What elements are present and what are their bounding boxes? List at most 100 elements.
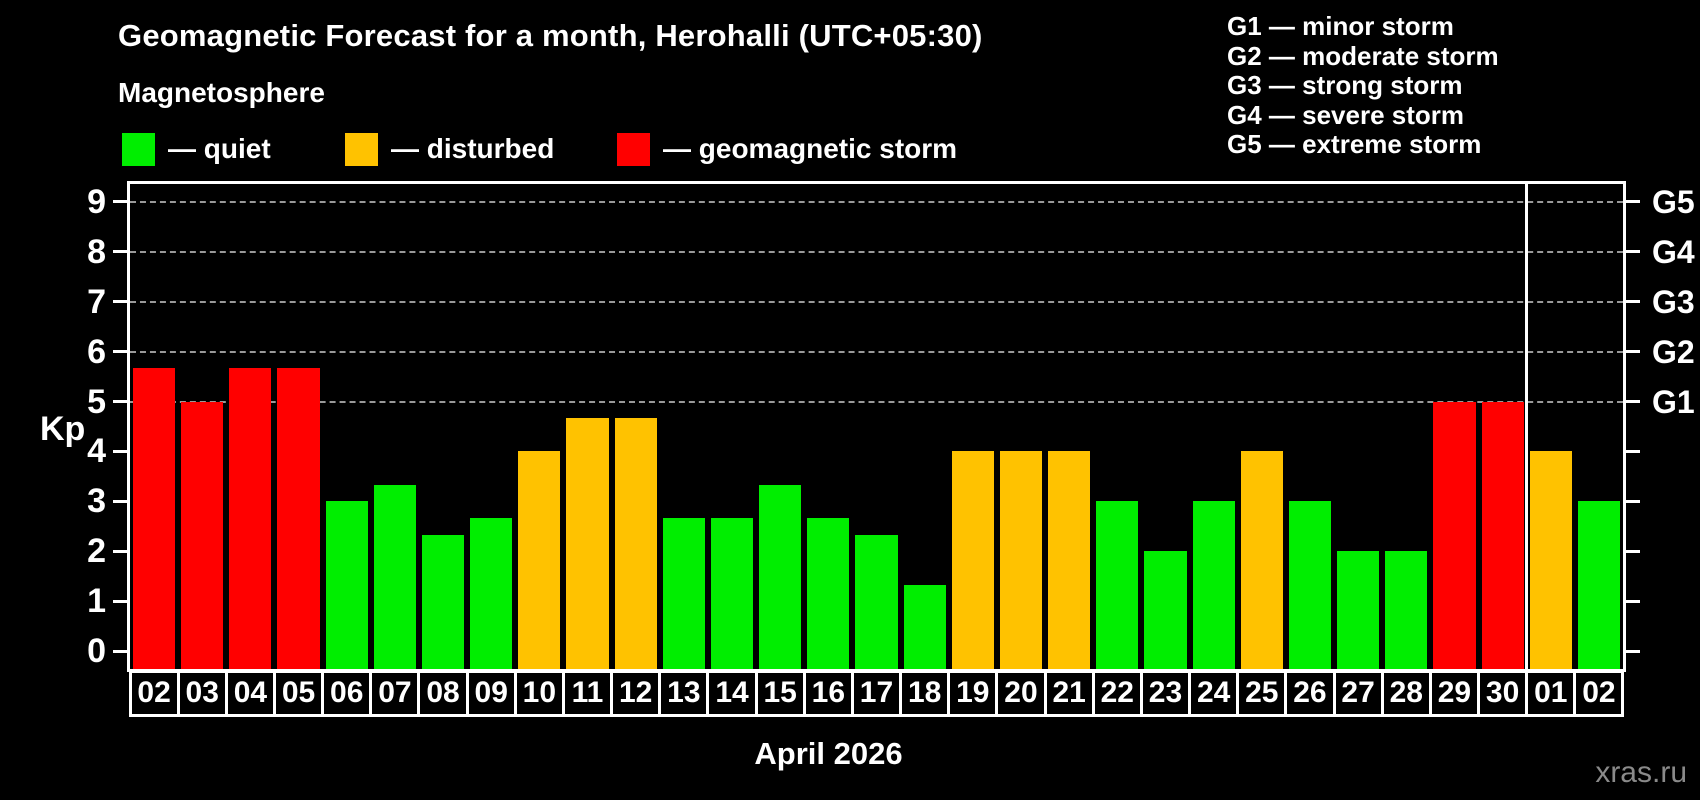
- storm-scale-g3: G3 — strong storm: [1227, 70, 1463, 100]
- storm-scale-g1: G1 — minor storm: [1227, 11, 1454, 41]
- date-cell-02: 02: [1573, 670, 1625, 717]
- kp-bar-03: [181, 401, 224, 669]
- date-cell-08: 08: [417, 670, 469, 717]
- date-cell-26: 26: [1284, 670, 1336, 717]
- y-tick-label-7: 7: [87, 282, 106, 321]
- month-separator: [1525, 184, 1529, 669]
- x-axis-title: April 2026: [754, 736, 903, 771]
- storm-scale-legend: G1 — minor storm G2 — moderate storm G3 …: [1227, 11, 1499, 160]
- kp-bar-25: [1240, 451, 1283, 669]
- y-tick-right-6: [1626, 350, 1640, 354]
- kp-bar-27: [1337, 551, 1380, 669]
- y-tick-right-8: [1626, 250, 1640, 254]
- date-cell-02: 02: [128, 670, 180, 717]
- kp-bar-30: [1481, 401, 1524, 669]
- kp-bar-21: [1048, 451, 1091, 669]
- date-cell-23: 23: [1139, 670, 1192, 717]
- legend-label-storm: — geomagnetic storm: [663, 133, 958, 164]
- legend-label-disturbed: — disturbed: [391, 133, 555, 164]
- disturbed-color-swatch: [345, 132, 378, 166]
- storm-scale-g4: G4 — severe storm: [1227, 99, 1465, 130]
- y-tick-right-4: [1626, 449, 1640, 453]
- kp-bar-19: [951, 451, 994, 669]
- date-cell-15: 15: [754, 670, 806, 717]
- legend-item-quiet: — quiet: [122, 131, 271, 167]
- date-cell-07: 07: [369, 670, 421, 717]
- date-cell-03: 03: [176, 670, 228, 717]
- date-cell-21: 21: [1043, 670, 1095, 717]
- kp-bar-15: [759, 484, 802, 669]
- kp-bar-18: [903, 584, 946, 669]
- kp-bar-11: [566, 417, 609, 669]
- date-cell-19: 19: [947, 670, 999, 717]
- y-tick-left-2: [113, 549, 127, 553]
- kp-bar-12: [614, 417, 657, 669]
- date-cell-05: 05: [272, 670, 325, 717]
- kp-bar-13: [662, 517, 705, 669]
- legend-item-storm: — geomagnetic storm: [617, 131, 957, 167]
- kp-bar-02: [1577, 501, 1620, 669]
- storm-scale-g5: G5 — extreme storm: [1227, 129, 1482, 159]
- kp-bar-20: [999, 451, 1043, 669]
- kp-bar-02: [133, 368, 176, 669]
- kp-bar-04: [229, 368, 272, 669]
- kp-bar-29: [1433, 401, 1476, 669]
- date-cell-11: 11: [561, 670, 614, 717]
- storm-color-swatch: [617, 132, 650, 166]
- date-cell-27: 27: [1332, 670, 1384, 717]
- y-tick-left-3: [113, 499, 127, 503]
- g-level-label-G5: G5: [1652, 183, 1695, 220]
- gridline-kp7: [130, 300, 1623, 303]
- y-tick-label-8: 8: [87, 232, 106, 271]
- y-tick-right-9: [1626, 200, 1640, 204]
- date-cell-06: 06: [321, 670, 373, 717]
- gridline-kp8: [130, 250, 1623, 253]
- plot-area: [127, 181, 1626, 672]
- date-cell-18: 18: [899, 670, 951, 717]
- date-cell-22: 22: [1091, 670, 1143, 717]
- date-cell-20: 20: [995, 670, 1047, 717]
- y-tick-right-0: [1626, 649, 1640, 653]
- date-cell-04: 04: [224, 670, 276, 717]
- date-cell-10: 10: [513, 670, 565, 717]
- gridline-kp9: [130, 200, 1623, 203]
- y-tick-left-1: [113, 599, 127, 603]
- kp-bar-26: [1288, 501, 1332, 669]
- storm-scale-g2: G2 — moderate storm: [1227, 40, 1499, 71]
- kp-bar-08: [421, 534, 465, 669]
- kp-bar-16: [807, 517, 850, 669]
- date-cell-16: 16: [802, 670, 854, 717]
- y-tick-right-1: [1626, 599, 1640, 603]
- y-tick-label-5: 5: [87, 382, 106, 421]
- kp-bar-06: [325, 501, 368, 669]
- legend-label-quiet: — quiet: [168, 133, 271, 164]
- g-level-label-G1: G1: [1652, 383, 1695, 420]
- gridline-kp5: [130, 400, 1623, 403]
- kp-bar-07: [373, 484, 416, 669]
- kp-bar-24: [1192, 501, 1235, 669]
- quiet-color-swatch: [122, 132, 155, 166]
- kp-bar-05: [277, 368, 320, 669]
- y-tick-right-5: [1626, 400, 1640, 403]
- chart-title: Geomagnetic Forecast for a month, Heroha…: [118, 18, 983, 53]
- date-cell-28: 28: [1380, 670, 1432, 717]
- y-axis-title: Kp: [40, 410, 86, 448]
- y-tick-label-2: 2: [87, 532, 106, 571]
- y-tick-left-5: [113, 400, 127, 403]
- date-cell-12: 12: [610, 670, 662, 717]
- date-cell-30: 30: [1477, 670, 1529, 717]
- y-tick-label-4: 4: [87, 432, 106, 471]
- date-cell-29: 29: [1428, 670, 1480, 717]
- y-tick-label-1: 1: [87, 582, 106, 621]
- kp-bar-17: [855, 534, 898, 669]
- y-tick-label-0: 0: [87, 632, 106, 670]
- g-level-label-G2: G2: [1652, 333, 1695, 370]
- date-cell-09: 09: [465, 670, 517, 717]
- date-cell-01: 01: [1525, 670, 1577, 717]
- g-level-label-G3: G3: [1652, 283, 1695, 320]
- kp-bar-22: [1096, 501, 1139, 669]
- watermark: xras.ru: [1595, 756, 1687, 789]
- y-tick-right-7: [1626, 300, 1640, 304]
- magnetosphere-label: Magnetosphere: [118, 77, 325, 108]
